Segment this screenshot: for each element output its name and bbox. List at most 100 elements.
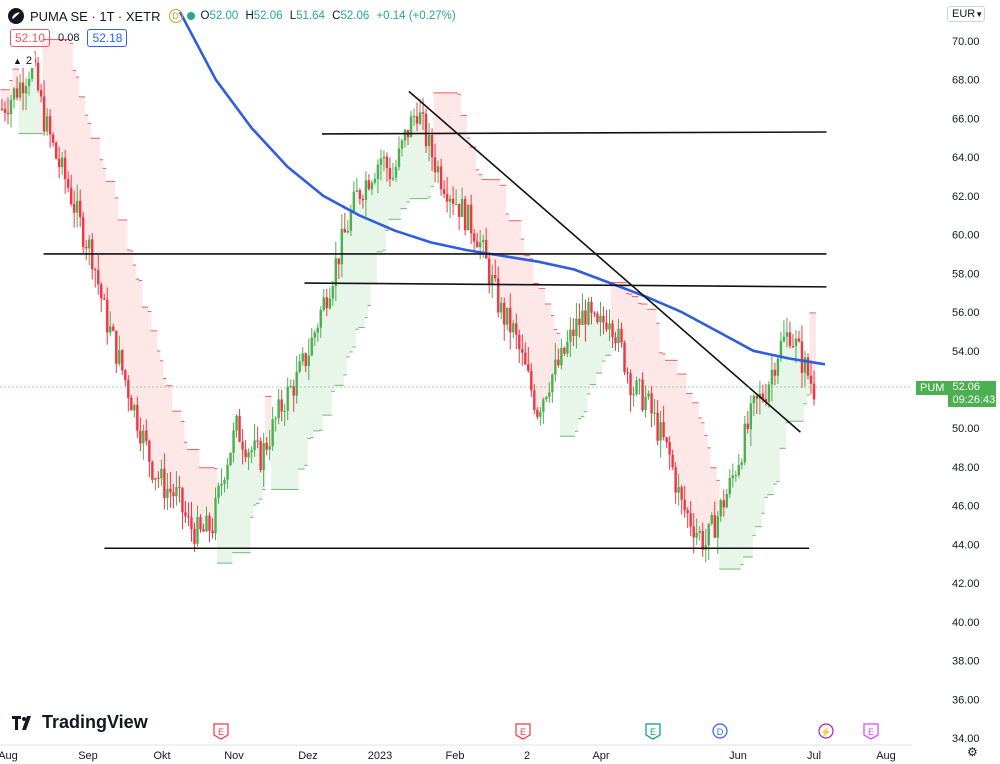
trend-stop-line (289, 488, 293, 490)
trend-ribbon-segment (809, 312, 813, 384)
trendline[interactable] (304, 282, 827, 288)
trendlines-layer[interactable] (43, 90, 827, 550)
trend-stop-line (737, 568, 741, 570)
trend-ribbon-segment (647, 309, 651, 394)
candle-body (412, 116, 416, 118)
trend-ribbon-segment (586, 301, 591, 395)
candle-body (644, 396, 647, 411)
y-tick-label: 66.00 (952, 113, 980, 125)
trendline[interactable] (321, 131, 827, 135)
trend-ribbon-segment (737, 464, 741, 570)
candle-body (424, 113, 428, 147)
candle-body (15, 88, 19, 98)
price-tag-value: 52.06 (952, 381, 980, 393)
candle-body (358, 190, 362, 199)
candle-body (199, 517, 202, 530)
trend-ribbon-segment (93, 138, 98, 271)
trend-ribbon-segment (289, 386, 293, 490)
trendline[interactable] (408, 90, 801, 433)
trend-stop-line (791, 420, 795, 422)
candle-body (94, 269, 97, 271)
candle-body (752, 395, 756, 404)
sell-price-button[interactable]: 52.10 (10, 29, 51, 47)
candle-body (82, 217, 85, 247)
candle-body (54, 142, 58, 159)
y-tick-label: 64.00 (952, 152, 980, 164)
trend-ribbon-segment (451, 92, 456, 204)
trend-stop-line (57, 39, 62, 41)
trend-stop-line (797, 420, 801, 422)
event-marker-earnings[interactable]: E (645, 723, 661, 740)
y-tick-label: 54.00 (952, 346, 980, 358)
trend-stop-line (45, 39, 50, 41)
candle-body (436, 166, 440, 173)
trend-ribbon-segment (740, 462, 744, 565)
event-marker-split[interactable]: ⚡ (818, 723, 834, 739)
indicators-toggle[interactable]: ▲ 2 (10, 54, 36, 68)
trend-stop-line (364, 317, 368, 319)
candle-body (187, 516, 190, 518)
trend-stop-line (331, 390, 335, 392)
trend-stop-line (514, 220, 519, 222)
trend-ribbon-segment (340, 228, 344, 386)
trend-ribbon-segment (719, 500, 723, 570)
candle-body (196, 517, 199, 544)
event-badge (645, 723, 661, 740)
x-axis[interactable]: Aug Sep Okt Nov Dez 2023 Feb 2 Apr Jun Jul Aug (0, 744, 912, 762)
delay-badge[interactable]: D (168, 9, 183, 23)
buy-price-button[interactable]: 52.18 (87, 29, 128, 47)
trend-stop-line (87, 122, 92, 124)
trend-ribbon-segment (547, 303, 552, 393)
candle-body (379, 158, 383, 165)
candle-body (211, 530, 214, 534)
trend-stop-line (217, 562, 221, 564)
event-marker-earnings[interactable]: E (213, 723, 229, 740)
trend-ribbon-segment (493, 179, 498, 279)
trend-ribbon-segment (481, 179, 486, 241)
trend-ribbon-segment (743, 423, 747, 557)
trend-ribbon-segment (632, 296, 636, 394)
trend-ribbon-segment (490, 179, 495, 276)
trend-ribbon-segment (770, 369, 774, 495)
trend-stop-line (117, 219, 122, 221)
x-tick-label: 2 (524, 750, 530, 762)
currency-selector[interactable]: EUR ▼ (947, 6, 985, 22)
trend-stop-line (60, 39, 65, 41)
candle-body (391, 177, 395, 180)
trend-ribbon-segment (373, 178, 377, 284)
candle-body (415, 116, 419, 124)
trend-stop-line (611, 282, 615, 284)
candle-body (256, 440, 259, 442)
candle-body (103, 298, 106, 300)
trend-ribbon-segment (208, 467, 212, 531)
trend-stop-line (734, 568, 738, 570)
trend-stop-line (538, 287, 543, 289)
candle-body (472, 233, 476, 242)
symbol-title[interactable]: PUMA SE · 1T · XETR (30, 8, 161, 24)
trend-stop-line (496, 179, 501, 181)
events-row[interactable]: E E E D ⚡ E (213, 723, 879, 740)
y-tick-label: 38.00 (952, 656, 980, 668)
trend-stop-line (283, 488, 287, 490)
event-marker-dividend[interactable]: D (712, 723, 728, 739)
candle-body (530, 370, 533, 391)
candle-body (710, 515, 713, 524)
event-marker-earnings[interactable]: E (863, 723, 879, 740)
tradingview-logo[interactable]: TradingView (12, 712, 148, 733)
candle-body (548, 392, 551, 398)
trend-ribbon-segment (90, 138, 95, 270)
trend-stop-line (607, 354, 612, 356)
candle-body (719, 500, 722, 517)
trend-stop-line (626, 293, 630, 295)
market-status-icon[interactable] (186, 12, 195, 20)
candle-body (12, 88, 16, 100)
event-marker-earnings[interactable]: E (515, 723, 531, 740)
gear-icon[interactable]: ⚙ (967, 745, 978, 759)
trend-ribbon-segment (39, 96, 43, 134)
trend-ribbon-segment (150, 330, 155, 480)
trend-ribbon-segment (580, 310, 585, 417)
y-tick-label: 36.00 (952, 694, 980, 706)
trend-ribbon-segment (671, 360, 675, 468)
trend-stop-line (800, 420, 804, 422)
